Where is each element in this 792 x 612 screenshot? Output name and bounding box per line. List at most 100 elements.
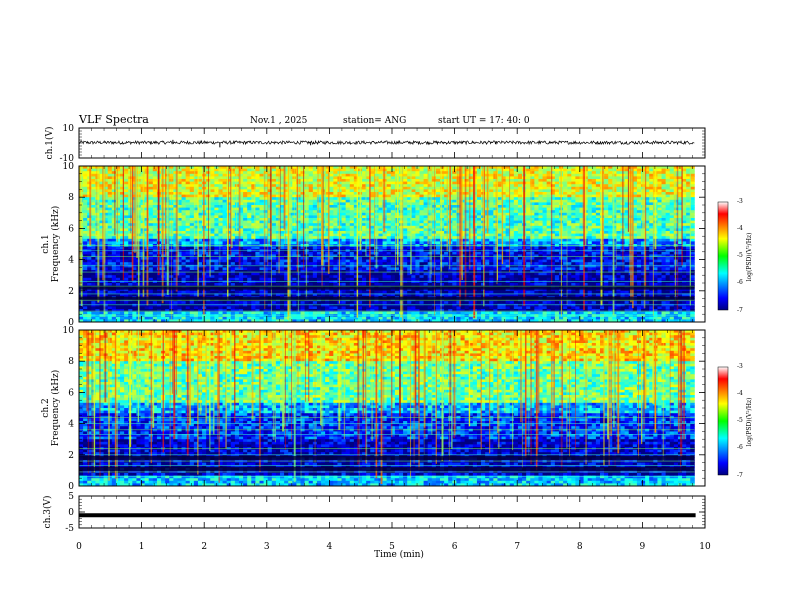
spectrogram-cell (243, 309, 248, 312)
spectrogram-cell (345, 301, 351, 305)
spectrogram-cell (407, 184, 412, 188)
spectrogram-cell (267, 275, 273, 279)
spectrogram-cell (259, 259, 265, 263)
spectrogram-cell (390, 189, 396, 193)
spectrogram-cell (156, 303, 162, 307)
spectrogram-cell (152, 184, 158, 188)
spectrogram-cell (107, 179, 113, 182)
spectrogram-cell (247, 218, 252, 221)
spectrogram-cell (284, 228, 289, 232)
spectrogram-cell (140, 303, 146, 307)
spectrogram-cell (275, 199, 281, 203)
spectrogram-cell (333, 257, 338, 260)
spectrogram-cell (247, 290, 252, 294)
spectrogram-cell (329, 168, 334, 172)
spectrogram-cell (275, 220, 281, 224)
spectrogram-cell (378, 205, 383, 208)
spectrogram-cell (148, 246, 154, 250)
spectrogram-cell (370, 192, 375, 195)
spectrogram-cell (292, 267, 297, 271)
spectrogram-cell (280, 192, 285, 195)
spectrogram-cell (181, 176, 187, 180)
spectrogram-cell (193, 179, 199, 182)
spectrogram-cell (394, 272, 400, 276)
spectrogram-cell (280, 246, 285, 250)
spectrogram-cell (263, 231, 269, 234)
spectrogram-cell (197, 288, 203, 292)
spectrogram-cell (234, 194, 240, 198)
spectrogram-cell (312, 290, 318, 294)
spectrogram-cell (325, 215, 330, 219)
spectrogram-cell (115, 212, 121, 216)
spectrogram-cell (300, 197, 306, 201)
spectrogram-cell (267, 316, 273, 320)
spectrogram-cell (263, 202, 269, 206)
spectrogram-cell (312, 184, 318, 188)
spectrogram-cell (185, 173, 191, 177)
spectrogram-cell (152, 241, 158, 245)
spectrogram-cell (91, 319, 96, 323)
spectrogram-cell (308, 192, 314, 195)
spectrogram-cell (111, 212, 117, 216)
spectrogram-cell (255, 262, 260, 266)
spectrogram-cell (99, 251, 105, 255)
spectrogram-cell (316, 306, 322, 310)
spectrogram-cell (263, 228, 269, 232)
spectrogram-cell (189, 205, 195, 208)
spectrogram-cell (357, 301, 363, 305)
spectrogram-cell (345, 277, 351, 281)
spectrogram-cell (312, 197, 318, 201)
spectrogram-cell (193, 309, 199, 312)
spectrogram-cell (148, 231, 154, 234)
spectrogram-cell (349, 207, 355, 211)
spectrogram-cell (267, 301, 273, 305)
spectrogram-cell (321, 303, 326, 307)
spectrogram-cell (115, 257, 121, 260)
spectrogram-cell (218, 257, 223, 260)
spectrogram-cell (91, 257, 96, 260)
spectrogram-cell (152, 319, 158, 323)
spectrogram-cell (370, 194, 375, 198)
spectrogram-cell (189, 212, 195, 216)
spectrogram-cell (238, 272, 244, 276)
spectrogram-cell (362, 233, 367, 237)
spectrogram-cell (263, 259, 269, 263)
spectrogram-cell (263, 236, 269, 240)
spectrogram-cell (185, 264, 191, 268)
spectrogram-cell (370, 241, 375, 245)
spectrogram-cell (210, 205, 215, 208)
spectrogram-cell (251, 192, 256, 195)
spectrogram-cell (218, 215, 223, 219)
spectrogram-cell (206, 280, 211, 284)
spectrogram-cell (214, 264, 219, 268)
spectrogram-cell (267, 319, 273, 323)
spectrogram-cell (230, 246, 236, 250)
spectrogram-cell (382, 311, 388, 315)
spectrogram-cell (366, 181, 371, 185)
spectrogram-cell (271, 246, 277, 250)
spectrogram-cell (366, 210, 371, 214)
spectrogram-cell (284, 306, 289, 310)
spectrogram-cell (255, 168, 260, 172)
spectrogram-cell (218, 251, 223, 255)
spectrogram-cell (173, 189, 178, 193)
spectrogram-cell (325, 225, 330, 229)
spectrogram-cell (132, 270, 137, 273)
spectrogram-cell (275, 251, 281, 255)
spectrogram-cell (312, 288, 318, 292)
spectrogram-cell (321, 311, 326, 315)
spectrogram-cell (312, 179, 318, 182)
spectrogram-cell (304, 309, 310, 312)
spectrogram-cell (329, 207, 334, 211)
spectrogram-cell (374, 288, 379, 292)
spectrogram-cell (386, 231, 392, 234)
spectrogram-cell (390, 275, 396, 279)
spectrogram-cell (275, 309, 281, 312)
spectrogram-cell (316, 181, 322, 185)
spectrogram-cell (91, 171, 96, 175)
spectrogram-cell (95, 306, 100, 310)
spectrogram-cell (386, 179, 392, 182)
spectrogram-cell (407, 259, 412, 263)
spectrogram-cell (210, 210, 215, 214)
spectrogram-cell (267, 236, 273, 240)
